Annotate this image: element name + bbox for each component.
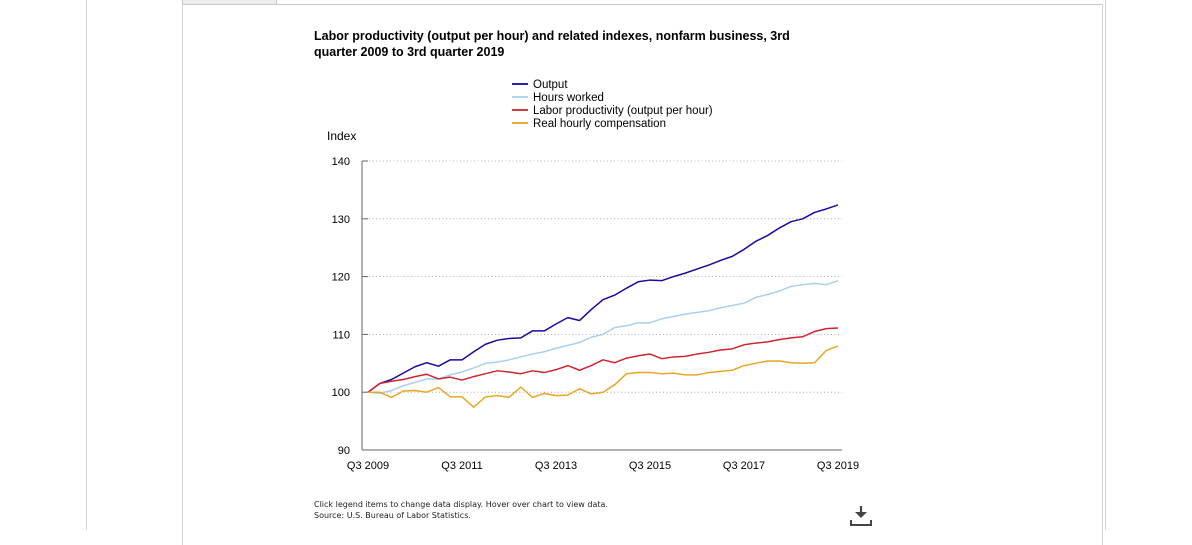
page-left-border bbox=[86, 0, 87, 530]
y-tick-label: 90 bbox=[338, 445, 350, 457]
series-line-0 bbox=[367, 204, 839, 393]
legend-item-1[interactable]: Hours worked bbox=[512, 92, 604, 104]
legend-label: Output bbox=[533, 79, 568, 91]
legend-label: Labor productivity (output per hour) bbox=[533, 105, 713, 117]
x-tick-label: Q3 2011 bbox=[441, 460, 482, 472]
page-right-border bbox=[1105, 0, 1106, 530]
series-line-3 bbox=[368, 345, 839, 408]
series-line-1 bbox=[367, 279, 839, 395]
chart-panel bbox=[182, 4, 1103, 545]
x-tick-label: Q3 2013 bbox=[535, 460, 577, 472]
x-tick-label: Q3 2019 bbox=[817, 460, 859, 472]
legend-label: Real hourly compensation bbox=[533, 118, 666, 130]
x-tick-label: Q3 2017 bbox=[723, 460, 765, 472]
download-icon bbox=[850, 506, 872, 526]
y-tick-label: 140 bbox=[332, 156, 350, 168]
x-tick-label: Q3 2015 bbox=[629, 460, 671, 472]
series-lines bbox=[367, 204, 839, 408]
legend-item-0[interactable]: Output bbox=[512, 79, 568, 91]
legend-label: Hours worked bbox=[533, 92, 604, 104]
gridlines bbox=[362, 160, 842, 393]
chart-source: Source: U.S. Bureau of Labor Statistics. bbox=[314, 511, 471, 520]
chart-instructions: Click legend items to change data displa… bbox=[314, 500, 608, 509]
chart-area[interactable]: 90 100 110 120 130 140 Index Q3 2009 Q3 2011 Q3 2… bbox=[0, 0, 1192, 530]
y-axis-label: Index bbox=[327, 129, 356, 143]
y-tick-label: 130 bbox=[332, 214, 350, 226]
x-tick-label: Q3 2009 bbox=[347, 460, 389, 472]
y-tick-label: 110 bbox=[332, 329, 350, 341]
chart-title: Labor productivity (output per hour) and… bbox=[314, 29, 790, 59]
axes: 90 100 110 120 130 140 Index Q3 2009 Q3 2011 Q3 2… bbox=[327, 129, 859, 472]
series-line-2 bbox=[367, 327, 839, 393]
y-tick-label: 120 bbox=[332, 272, 350, 284]
download-button[interactable] bbox=[849, 503, 873, 527]
legend-item-2[interactable]: Labor productivity (output per hour) bbox=[512, 105, 713, 117]
legend-item-3[interactable]: Real hourly compensation bbox=[512, 118, 666, 130]
y-tick-label: 100 bbox=[332, 387, 350, 399]
